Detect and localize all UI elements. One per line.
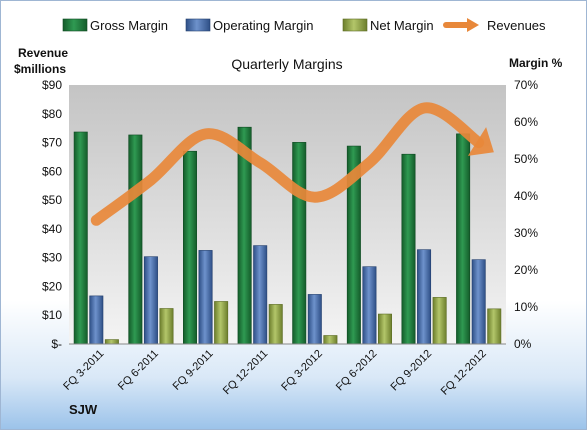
legend-item-gross-margin: Gross Margin (63, 18, 168, 33)
left-axis-tick-label: $- (51, 337, 62, 351)
operating-margin-bar (308, 294, 321, 344)
gross-margin-bar (183, 151, 196, 344)
legend-swatch-gross-margin (63, 19, 87, 31)
category-label: FQ 9-2012 (389, 348, 435, 394)
net-margin-bar (269, 304, 282, 344)
gross-margin-bar (293, 142, 306, 344)
gross-margin-bar (456, 134, 469, 344)
right-axis-tick-label: 10% (514, 300, 538, 314)
gross-margin-bar (129, 135, 142, 344)
net-margin-bar (378, 314, 391, 344)
net-margin-bar (214, 301, 227, 344)
legend-label-operating-margin: Operating Margin (213, 18, 313, 33)
left-axis-title-line1: Revenue (18, 46, 68, 60)
right-axis-tick-label: 30% (514, 226, 538, 240)
gross-margin-bar (402, 154, 415, 344)
left-axis-tick-label: $40 (42, 222, 62, 236)
category-label: FQ 6-2011 (116, 348, 161, 393)
gross-margin-bar (74, 132, 87, 344)
legend-swatch-net-margin (343, 19, 367, 31)
legend-label-net-margin: Net Margin (370, 18, 434, 33)
legend-item-net-margin: Net Margin (343, 18, 434, 33)
operating-margin-bar (90, 296, 103, 344)
right-axis-tick-label: 70% (514, 78, 538, 92)
right-axis-tick-label: 50% (514, 152, 538, 166)
legend-swatch-operating-margin (186, 19, 210, 31)
legend: Gross Margin Operating Margin Net Margin… (63, 18, 546, 33)
operating-margin-bar (417, 250, 430, 344)
right-axis-ticks: 0% 10% 20% 30% 40% 50% 60% 70% (514, 78, 538, 351)
net-margin-bar (105, 340, 118, 344)
legend-label-gross-margin: Gross Margin (90, 18, 168, 33)
left-axis-tick-label: $80 (42, 107, 62, 121)
operating-margin-bar (254, 246, 267, 344)
category-label: FQ 6-2012 (334, 348, 380, 394)
operating-margin-bar (472, 260, 485, 344)
net-margin-bar (488, 309, 501, 344)
operating-margin-bar (199, 250, 212, 344)
net-margin-bar (324, 335, 337, 344)
right-axis-tick-label: 20% (514, 263, 538, 277)
legend-item-revenues: Revenues (446, 18, 546, 33)
category-label: FQ 12-2012 (439, 348, 489, 398)
category-label: FQ 9-2011 (171, 348, 216, 393)
legend-arrow-head (467, 18, 479, 32)
left-axis-tick-label: $90 (42, 78, 62, 92)
left-axis-title-line2: $millions (14, 62, 66, 76)
chart-title: Quarterly Margins (231, 56, 342, 72)
category-label: FQ 3-2011 (61, 348, 106, 393)
left-axis-tick-label: $50 (42, 193, 62, 207)
left-axis-ticks: $- $10 $20 $30 $40 $50 $60 $70 $80 $90 (42, 78, 62, 351)
right-axis-title: Margin % (509, 56, 563, 70)
left-axis-tick-label: $70 (42, 136, 62, 150)
left-axis-tick-label: $60 (42, 164, 62, 178)
left-axis-tick-label: $30 (42, 251, 62, 265)
operating-margin-bar (144, 257, 157, 344)
legend-item-operating-margin: Operating Margin (186, 18, 313, 33)
right-axis-tick-label: 40% (514, 189, 538, 203)
category-label: FQ 12-2011 (221, 348, 270, 397)
left-axis-tick-label: $20 (42, 279, 62, 293)
operating-margin-bar (363, 267, 376, 344)
net-margin-bar (433, 297, 446, 344)
legend-label-revenues: Revenues (487, 18, 546, 33)
category-label: FQ 3-2012 (279, 348, 325, 394)
net-margin-bar (160, 308, 173, 344)
right-axis-tick-label: 60% (514, 115, 538, 129)
left-axis-tick-label: $10 (42, 308, 62, 322)
ticker-label: SJW (69, 402, 98, 417)
right-axis-tick-label: 0% (514, 337, 532, 351)
